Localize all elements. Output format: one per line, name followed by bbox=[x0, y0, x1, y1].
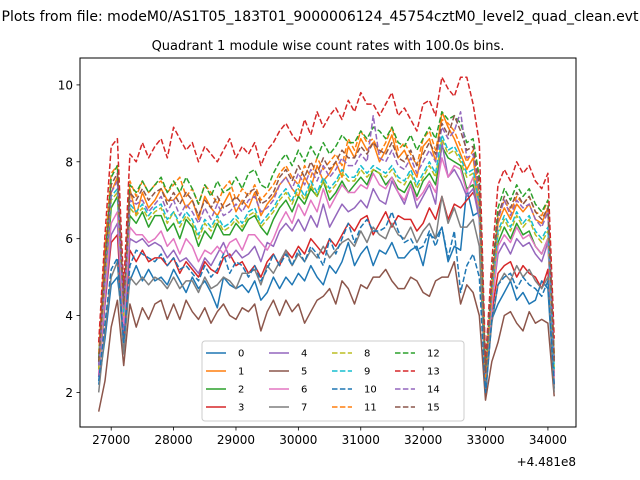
legend-label-11: 11 bbox=[364, 403, 377, 414]
figure-suptitle: Plots from file: modeM0/AS1T05_183T01_90… bbox=[2, 9, 639, 25]
series-line-6 bbox=[97, 157, 555, 382]
x-tick-label: 32000 bbox=[404, 433, 442, 447]
legend-label-10: 10 bbox=[364, 385, 377, 396]
series-line-15 bbox=[97, 114, 555, 374]
y-tick-label: 2 bbox=[65, 386, 73, 400]
plot-area bbox=[79, 57, 577, 428]
legend-label-1: 1 bbox=[238, 367, 244, 378]
series-line-8 bbox=[97, 137, 555, 378]
legend-label-15: 15 bbox=[427, 403, 440, 414]
series-line-4 bbox=[97, 141, 555, 386]
y-tick-label: 6 bbox=[65, 232, 73, 246]
x-axis: 27000 28000 29000 30000 31000 32000 33000 34000 bbox=[92, 427, 567, 447]
series-line-9 bbox=[97, 134, 555, 378]
series-line-10 bbox=[97, 211, 555, 394]
x-tick-label: 34000 bbox=[529, 433, 567, 447]
legend-label-9: 9 bbox=[364, 367, 370, 378]
legend-label-4: 4 bbox=[301, 349, 307, 360]
legend-label-6: 6 bbox=[301, 385, 307, 396]
x-tick-label: 30000 bbox=[279, 433, 317, 447]
y-axis: 2 4 6 8 10 bbox=[58, 78, 80, 400]
x-tick-label: 27000 bbox=[92, 433, 130, 447]
x-offset-label: +4.481e8 bbox=[517, 455, 576, 469]
chart-title: Quadrant 1 module wise count rates with … bbox=[152, 39, 505, 54]
series-line-12 bbox=[97, 111, 555, 371]
legend-label-0: 0 bbox=[238, 349, 244, 360]
x-tick-label: 28000 bbox=[154, 433, 192, 447]
legend-label-3: 3 bbox=[238, 403, 244, 414]
legend-label-2: 2 bbox=[238, 385, 244, 396]
y-tick-label: 10 bbox=[58, 78, 73, 92]
legend-label-12: 12 bbox=[427, 349, 440, 360]
x-tick-label: 33000 bbox=[466, 433, 504, 447]
series-line-2 bbox=[97, 145, 555, 378]
x-tick-label: 31000 bbox=[342, 433, 380, 447]
legend-label-5: 5 bbox=[301, 367, 307, 378]
x-tick-label: 29000 bbox=[217, 433, 255, 447]
legend-label-14: 14 bbox=[427, 385, 440, 396]
series-layer bbox=[97, 76, 555, 412]
legend-box bbox=[201, 340, 465, 422]
legend-label-8: 8 bbox=[364, 349, 370, 360]
y-tick-label: 4 bbox=[65, 309, 73, 323]
legend-label-13: 13 bbox=[427, 367, 440, 378]
legend-label-7: 7 bbox=[301, 403, 307, 414]
y-tick-label: 8 bbox=[65, 155, 73, 169]
series-line-5 bbox=[97, 260, 555, 412]
series-line-14 bbox=[97, 111, 555, 374]
axes-frame bbox=[79, 57, 577, 428]
